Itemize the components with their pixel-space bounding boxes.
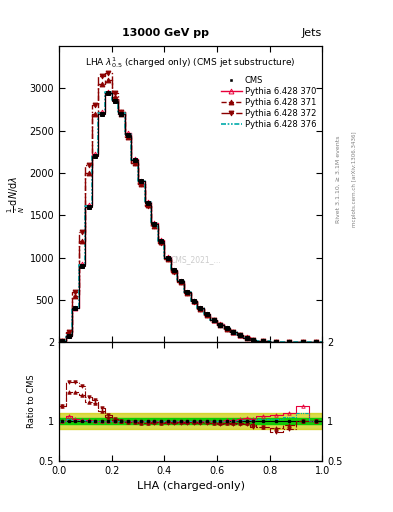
Text: LHA $\lambda^{1}_{0.5}$ (charged only) (CMS jet substructure): LHA $\lambda^{1}_{0.5}$ (charged only) (… [85, 55, 296, 70]
X-axis label: LHA (charged-only): LHA (charged-only) [137, 481, 244, 491]
Text: 13000 GeV pp: 13000 GeV pp [121, 28, 209, 38]
Y-axis label: Ratio to CMS: Ratio to CMS [27, 375, 36, 429]
Y-axis label: $\frac{1}{\hat{N}}\,\mathrm{d}N/\mathrm{d}\lambda$: $\frac{1}{\hat{N}}\,\mathrm{d}N/\mathrm{… [6, 176, 27, 213]
Bar [59, 413, 322, 429]
Text: CMS_2021_...: CMS_2021_... [171, 255, 221, 264]
Bar [59, 418, 322, 424]
Text: mcplots.cern.ch [arXiv:1306.3436]: mcplots.cern.ch [arXiv:1306.3436] [352, 132, 357, 227]
Legend: CMS, Pythia 6.428 370, Pythia 6.428 371, Pythia 6.428 372, Pythia 6.428 376: CMS, Pythia 6.428 370, Pythia 6.428 371,… [219, 74, 318, 131]
Text: Rivet 3.1.10, ≥ 3.1M events: Rivet 3.1.10, ≥ 3.1M events [336, 136, 341, 223]
Text: Jets: Jets [302, 28, 322, 38]
